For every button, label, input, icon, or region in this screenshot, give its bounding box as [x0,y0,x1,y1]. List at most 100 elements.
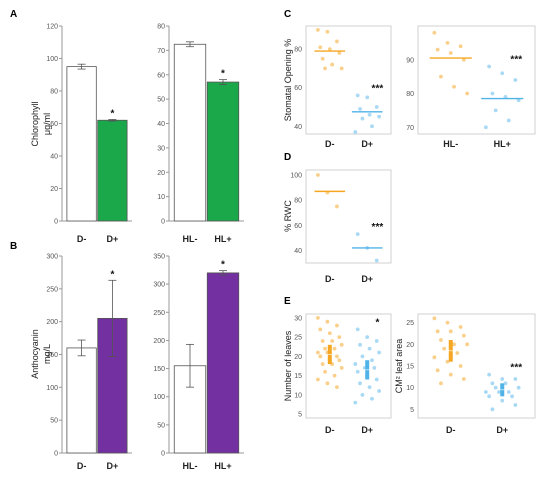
x-category-label: D- [77,461,87,471]
y-tick-label: 60 [50,121,58,128]
significance-marker: *** [510,363,522,374]
y-tick-label: 0 [161,451,165,458]
significance-marker: * [375,317,379,328]
y-tick-label: 30 [294,315,302,322]
panel-label-a: A [10,9,17,20]
plot-border [305,25,392,135]
data-point [516,98,521,103]
y-tick-label: 20 [406,342,414,349]
data-point [445,320,450,325]
data-point [442,346,447,351]
y-tick-label: 60 [294,223,302,230]
data-point [513,78,518,82]
data-point [377,350,381,355]
y-tick-label: 15 [406,364,414,371]
x-category-label: D- [325,139,335,149]
data-point [318,45,323,50]
y-tick-label: 20 [294,354,302,361]
data-point [500,377,505,381]
data-point [500,71,505,76]
data-point [325,319,330,324]
x-category-label: HL+ [494,139,511,149]
y-tick-label: 50 [50,418,58,425]
y-tick-label: 70 [406,125,414,132]
y-tick-label: 25 [406,320,414,327]
data-point [432,30,437,35]
y-axis-label: Chlorophyll μg/ml [30,101,52,146]
y-tick-label: 100 [46,385,58,392]
y-tick-label: 20 [50,186,58,193]
y-tick-label: 100 [46,56,58,63]
data-point [332,373,337,378]
data-point [355,232,360,236]
data-point [316,377,320,382]
data-point [377,389,381,393]
data-point [461,57,466,62]
data-point [377,114,381,119]
data-point [337,335,342,340]
y-tick-label: 100 [290,173,302,180]
data-point [320,56,325,61]
data-point [327,331,332,336]
y-tick-label: 20 [157,170,165,177]
y-tick-label: 150 [46,352,58,359]
data-point [448,372,453,377]
data-point [339,366,344,370]
plot-border [417,25,536,135]
data-point [358,342,362,347]
panel-label-b: B [10,241,17,252]
panel-e: 5 10 15 20 25 30 Number of leaves D- D+ * [283,313,392,435]
data-point [337,51,342,55]
y-axis-label: % RWC [283,200,293,232]
y-tick-label: 30 [157,145,165,152]
x-category-label: D- [77,234,87,244]
data-point [360,392,365,397]
data-point [503,94,508,99]
panel-a: 0 20 40 60 80 100 120 Chlorophyll μg/ml D- D+ * [30,24,132,244]
y-tick-label: 40 [157,121,165,128]
y-axis-label: CM² leaf area [394,339,404,394]
data-point [455,351,460,355]
data-point [370,124,374,129]
data-point [330,339,335,343]
data-point [374,258,379,263]
plot-border [305,169,392,264]
y-tick-label: 150 [153,366,165,373]
x-category-label: D+ [107,461,119,471]
bar [66,66,97,222]
data-point [330,62,335,67]
bar [206,81,240,222]
data-point [439,74,443,79]
data-point [487,394,492,399]
data-point [335,39,339,44]
y-axis-label: Anthocyanin mg/L [30,329,52,379]
data-point [458,364,463,368]
y-tick-label: 40 [294,124,302,131]
data-point [355,93,360,98]
y-tick-label: 0 [161,219,165,226]
data-point [367,112,372,117]
data-point [355,369,360,374]
data-point [327,47,332,52]
data-point [465,91,470,96]
data-point [461,377,466,381]
data-point [316,173,320,177]
x-category-label: D+ [361,425,373,435]
panel-label-c: C [284,9,291,20]
data-point [358,107,362,111]
x-category-label: HL- [183,234,198,244]
data-point [370,396,374,401]
data-point [458,325,463,329]
x-category-label: D+ [361,139,373,149]
data-point [367,346,372,351]
data-point [461,333,466,338]
y-tick-label: 80 [294,198,302,205]
data-point [370,358,374,363]
significance-marker: * [110,108,114,119]
data-point [335,204,339,209]
data-point [490,407,495,412]
data-point [506,118,511,123]
x-category-label: D+ [496,425,508,435]
x-category-label: D+ [361,274,373,284]
y-tick-label: 60 [294,85,302,92]
